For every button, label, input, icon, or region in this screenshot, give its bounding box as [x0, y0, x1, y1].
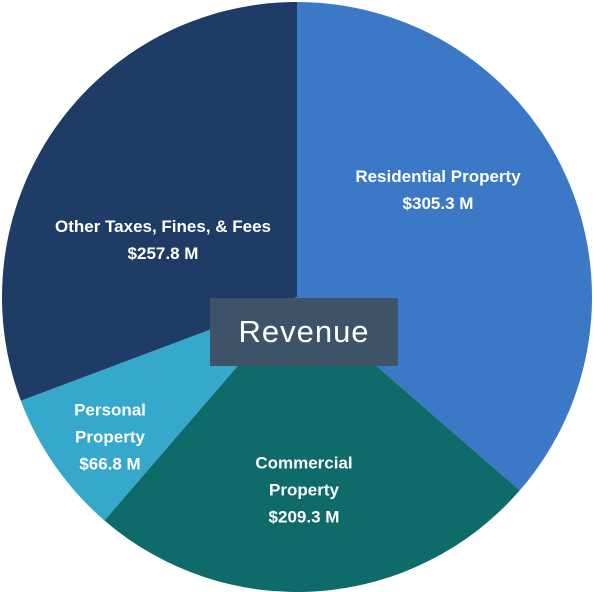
value-label: $66.8 M — [79, 454, 141, 474]
value-label: $257.8 M — [127, 244, 199, 263]
category-label: Other Taxes, Fines, & Fees — [54, 217, 272, 236]
value-label: $209.3 M — [268, 507, 340, 527]
slice-label: Personal Property $66.8 M — [65, 397, 155, 478]
value-label: $305.3 M — [402, 194, 474, 213]
chart-title: Revenue — [210, 298, 398, 366]
category-label: Commercial Property — [255, 453, 353, 500]
slice-label: Residential Property $305.3 M — [323, 163, 553, 217]
pie-slice — [104, 297, 520, 592]
category-label: Residential Property — [355, 167, 521, 186]
slice-label: Commercial Property $209.3 M — [249, 450, 359, 531]
category-label: Personal Property — [74, 400, 146, 447]
pie-slice — [297, 2, 592, 491]
slice-label: Other Taxes, Fines, & Fees $257.8 M — [33, 213, 293, 267]
